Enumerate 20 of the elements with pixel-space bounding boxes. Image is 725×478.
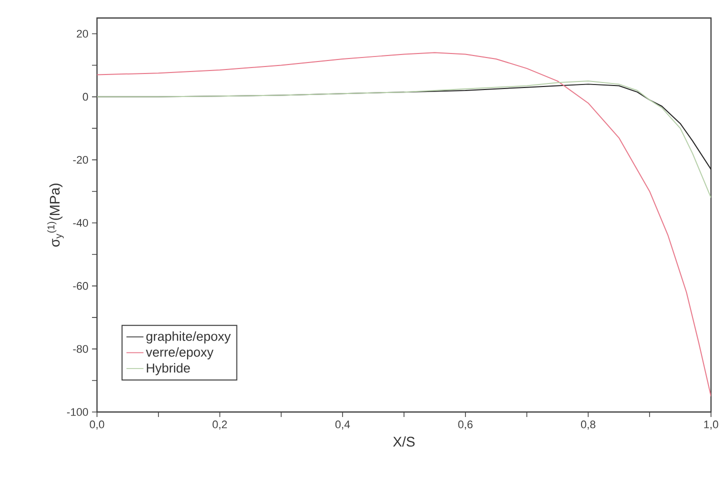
- y-tick-label: -80: [73, 345, 88, 353]
- x-axis-title: X/S: [393, 436, 415, 447]
- line-series: [97, 80, 712, 198]
- x-tick-label: 0,4: [335, 420, 350, 430]
- legend-label: graphite/epoxy: [146, 331, 231, 344]
- y-tick-label: 0: [82, 92, 88, 101]
- legend-label: verre/epoxy: [146, 347, 214, 360]
- y-tick-label: -40: [73, 219, 88, 227]
- y-tick-label: -20: [73, 156, 88, 164]
- y-tick-label: -100: [67, 408, 88, 416]
- x-tick-label: 1,0: [704, 420, 718, 430]
- legend-label: Hybride: [146, 363, 190, 376]
- x-tick-label: 0,8: [581, 420, 596, 430]
- line-series: [97, 52, 712, 397]
- y-tick-label: 20: [76, 30, 88, 38]
- y-tick-label: -60: [73, 282, 88, 290]
- x-tick-label: 0,0: [90, 420, 104, 430]
- x-tick-label: 0,2: [212, 420, 227, 430]
- y-axis-title: σ$_{y}$$^{(1)}$(MPa): [47, 184, 64, 247]
- x-tick-label: 0,6: [458, 420, 473, 430]
